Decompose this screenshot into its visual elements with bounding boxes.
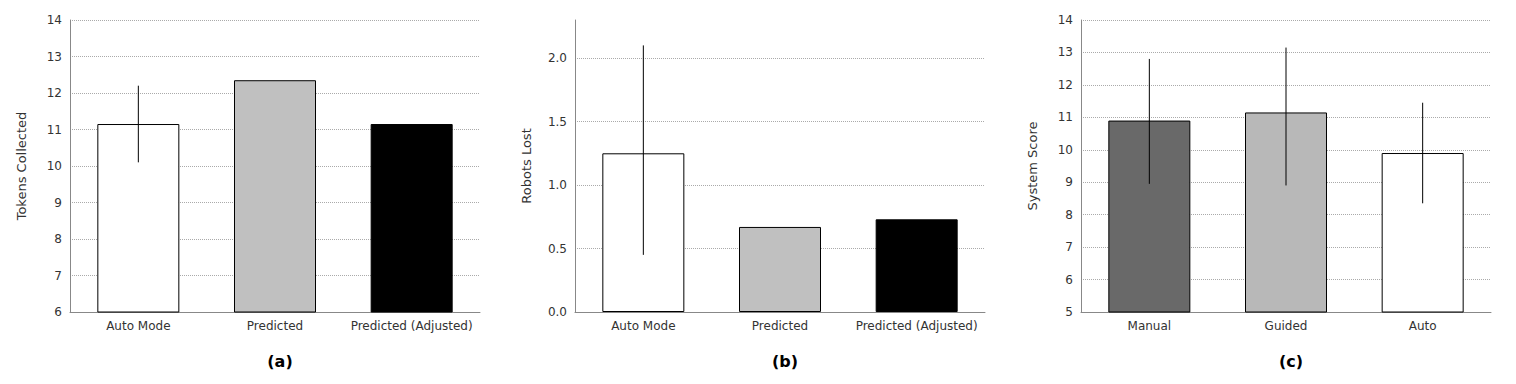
svg-text:(a): (a) bbox=[267, 352, 292, 371]
svg-text:14: 14 bbox=[1058, 13, 1073, 27]
svg-text:Predicted: Predicted bbox=[247, 319, 303, 333]
svg-text:7: 7 bbox=[54, 269, 62, 283]
svg-text:13: 13 bbox=[1058, 45, 1073, 59]
svg-text:12: 12 bbox=[47, 86, 62, 100]
svg-text:1.5: 1.5 bbox=[548, 115, 567, 129]
svg-text:10: 10 bbox=[1058, 143, 1073, 157]
svg-text:13: 13 bbox=[47, 50, 62, 64]
svg-text:Predicted (Adjusted): Predicted (Adjusted) bbox=[856, 319, 978, 333]
svg-text:Manual: Manual bbox=[1128, 319, 1172, 333]
svg-text:6: 6 bbox=[1065, 273, 1073, 287]
svg-text:Predicted (Adjusted): Predicted (Adjusted) bbox=[351, 319, 473, 333]
svg-text:Auto: Auto bbox=[1409, 319, 1437, 333]
svg-text:Guided: Guided bbox=[1265, 319, 1308, 333]
svg-text:12: 12 bbox=[1058, 78, 1073, 92]
svg-text:5: 5 bbox=[1065, 305, 1073, 319]
svg-text:Auto Mode: Auto Mode bbox=[611, 319, 675, 333]
svg-text:7: 7 bbox=[1065, 240, 1073, 254]
svg-text:14: 14 bbox=[47, 13, 62, 27]
svg-text:Robots Lost: Robots Lost bbox=[519, 128, 534, 203]
svg-text:0.5: 0.5 bbox=[548, 242, 567, 256]
svg-text:(c): (c) bbox=[1279, 352, 1303, 371]
svg-text:Auto Mode: Auto Mode bbox=[106, 319, 170, 333]
svg-text:11: 11 bbox=[1058, 110, 1073, 124]
svg-text:0.0: 0.0 bbox=[548, 305, 567, 319]
svg-text:2.0: 2.0 bbox=[548, 51, 567, 65]
svg-text:8: 8 bbox=[54, 232, 62, 246]
svg-text:9: 9 bbox=[54, 196, 62, 210]
svg-text:10: 10 bbox=[47, 159, 62, 173]
svg-text:8: 8 bbox=[1065, 208, 1073, 222]
svg-text:Tokens Collected: Tokens Collected bbox=[14, 112, 29, 222]
svg-text:(b): (b) bbox=[772, 352, 798, 371]
svg-text:System Score: System Score bbox=[1025, 121, 1040, 210]
svg-text:Predicted: Predicted bbox=[752, 319, 808, 333]
svg-text:6: 6 bbox=[54, 305, 62, 319]
svg-text:11: 11 bbox=[47, 123, 62, 137]
svg-text:9: 9 bbox=[1065, 175, 1073, 189]
svg-text:1.0: 1.0 bbox=[548, 178, 567, 192]
